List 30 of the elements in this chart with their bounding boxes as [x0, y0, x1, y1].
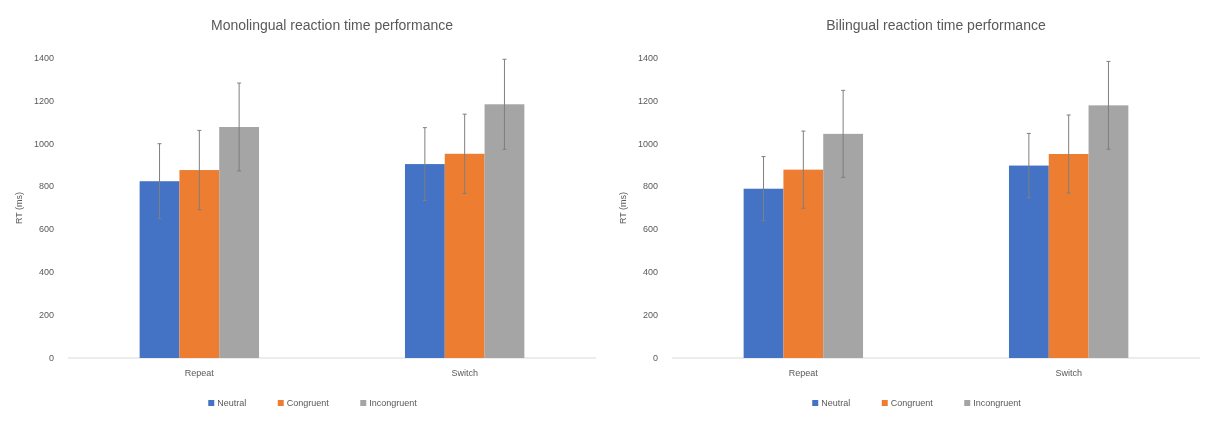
y-tick-label: 1200: [637, 95, 658, 106]
legend-label: Incongruent: [369, 398, 418, 409]
legend-label: Congruent: [286, 398, 330, 409]
legend-label: Neutral: [821, 398, 851, 409]
y-tick-label: 400: [38, 267, 54, 278]
legend-label: Neutral: [217, 398, 247, 409]
y-tick-label: 1200: [33, 95, 54, 106]
y-tick-label: 1400: [637, 52, 658, 63]
legend-label: Congruent: [890, 398, 934, 409]
y-tick-label: 600: [642, 224, 658, 235]
x-tick-label: Switch: [1055, 368, 1082, 378]
y-axis-title: RT (ms): [14, 191, 24, 225]
y-tick-label: 800: [642, 181, 658, 192]
y-tick-label: 200: [38, 310, 54, 321]
x-tick-label: Repeat: [184, 368, 215, 378]
y-tick-label: 1000: [637, 138, 658, 149]
chart-title: Bilingual reaction time performance: [826, 17, 1046, 33]
legend-label: Incongruent: [973, 398, 1022, 409]
y-tick-label: 0: [652, 352, 658, 363]
y-tick-label: 600: [38, 224, 54, 235]
y-tick-label: 400: [642, 267, 658, 278]
y-tick-label: 1000: [33, 138, 54, 149]
y-tick-label: 800: [38, 181, 54, 192]
y-tick-label: 200: [642, 310, 658, 321]
y-tick-label: 1400: [33, 52, 54, 63]
x-tick-label: Repeat: [788, 368, 819, 378]
chart-title: Monolingual reaction time performance: [210, 17, 454, 33]
y-axis-title: RT (ms): [618, 191, 628, 225]
y-tick-label: 0: [48, 352, 54, 363]
x-tick-label: Switch: [451, 368, 478, 378]
